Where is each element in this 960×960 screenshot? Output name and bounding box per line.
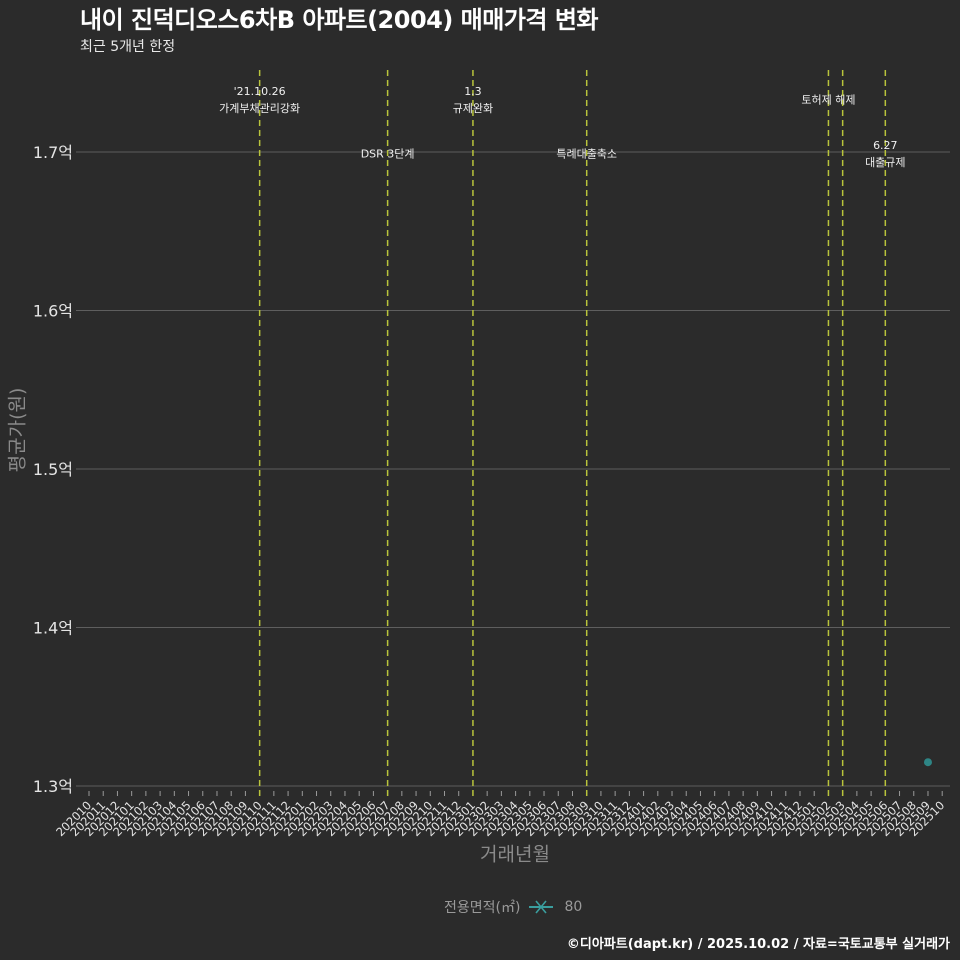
- chart-title: 내이 진덕디오스6차B 아파트(2004) 매매가격 변화: [80, 6, 599, 34]
- event-lines: [258, 70, 887, 798]
- y-tick-label: 1.3억: [33, 777, 73, 796]
- line-cross-icon: [529, 900, 554, 914]
- legend-title: 전용면적(㎡): [444, 900, 521, 916]
- y-tick-label: 1.7억: [33, 143, 73, 162]
- event-annotation-label: 대출규제: [865, 156, 905, 169]
- data-points: [923, 758, 932, 767]
- y-tick-label: 1.4억: [33, 619, 73, 638]
- event-annotation-label: '21.10.26: [234, 85, 286, 98]
- event-annotation-label: DSR 3단계: [361, 148, 415, 161]
- y-axis-title: 평균가(원): [6, 387, 29, 473]
- chart-subtitle: 최근 5개년 한정: [80, 39, 176, 55]
- y-axis-ticks: 1.3억 1.4억 1.5억 1.6억 1.7억: [33, 143, 73, 796]
- x-axis-ticks: 2020102020112020122021012021022021032021…: [53, 791, 947, 839]
- grid-lines: [76, 151, 950, 787]
- x-axis-title: 거래년월: [480, 843, 550, 866]
- event-annotation-label: 1.3: [464, 85, 482, 98]
- legend: 전용면적(㎡) 80: [444, 896, 582, 918]
- y-tick-label: 1.5억: [33, 460, 73, 479]
- y-tick-label: 1.6억: [33, 302, 73, 321]
- event-annotation-label: 가계부채관리강화: [219, 102, 300, 115]
- event-annotation-label: 토허제 해제: [801, 93, 855, 107]
- footer-credit: ©디아파트(dapt.kr) / 2025.10.02 / 자료=국토교통부 실…: [566, 937, 950, 952]
- event-annotation-label: 특례대출축소: [556, 148, 617, 161]
- event-annotation-label: 규제완화: [453, 102, 493, 115]
- event-annotation-label: 6.27: [873, 139, 898, 152]
- data-point: [923, 758, 932, 767]
- legend-label: 80: [564, 899, 583, 915]
